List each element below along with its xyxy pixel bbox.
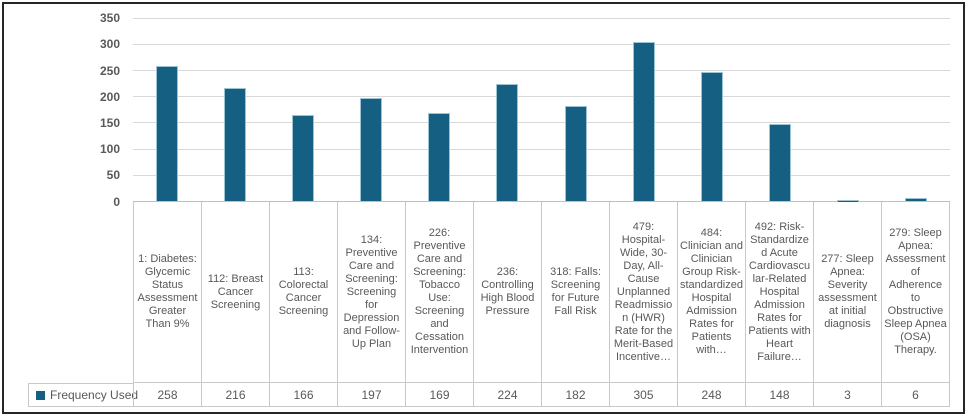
y-axis-tick-label: 250 (99, 63, 120, 78)
x-axis-line (133, 201, 950, 202)
value-cell: 3 (813, 383, 881, 406)
category-label: 492: Risk-Standardized Acute Cardiovascu… (748, 220, 811, 363)
category-cell: 236: Controlling High Blood Pressure (473, 202, 541, 382)
value-cell: 258 (133, 383, 201, 406)
category-cell: 492: Risk-Standardized Acute Cardiovascu… (745, 202, 813, 382)
category-label: 113: Colorectal Cancer Screening (278, 266, 329, 317)
value-cell: 166 (269, 383, 337, 406)
category-label: 318: Falls: Screening for Future Fall Ri… (550, 266, 601, 317)
gridline (133, 70, 950, 72)
value-cell: 224 (473, 383, 541, 406)
bar[interactable] (360, 98, 383, 202)
bar[interactable] (632, 41, 655, 202)
category-cell: 134: Preventive Care and Screening: Scre… (337, 202, 405, 382)
value-cell: 305 (609, 383, 677, 406)
category-label: 1: Diabetes: Glycemic Status Assessment … (137, 253, 198, 330)
bar[interactable] (224, 88, 247, 202)
category-label: 236: Controlling High Blood Pressure (480, 266, 535, 317)
category-label: 277: Sleep Apnea: Severity assessment at… (818, 253, 877, 330)
value-cell: 182 (541, 383, 609, 406)
y-axis-tick-label: 150 (99, 115, 120, 130)
bar[interactable] (292, 114, 315, 202)
bar[interactable] (904, 198, 927, 202)
legend-key-icon (36, 390, 45, 400)
value-cell: 169 (405, 383, 473, 406)
category-label: 134: Preventive Care and Screening: Scre… (343, 233, 400, 350)
gridline (133, 17, 950, 19)
category-label: 226: Preventive Care and Screening: Toba… (410, 227, 469, 356)
value-cell: 6 (881, 383, 949, 406)
category-cell: 479: Hospital-Wide, 30-Day, All-Cause Un… (609, 202, 677, 382)
y-axis-tick-label: 350 (99, 11, 120, 26)
gridline (133, 174, 950, 176)
category-cell: 113: Colorectal Cancer Screening (269, 202, 337, 382)
category-cell: 277: Sleep Apnea: Severity assessment at… (813, 202, 881, 382)
category-cell: 1: Diabetes: Glycemic Status Assessment … (133, 202, 201, 382)
category-cell: 279: Sleep Apnea: Assessment of Adherenc… (881, 202, 949, 382)
category-cell: 318: Falls: Screening for Future Fall Ri… (541, 202, 609, 382)
data-table-value-row: 258 216 166 197 169 224 182 305 248 148 3 6 (133, 383, 950, 407)
value-cell: 197 (337, 383, 405, 406)
category-cell: 112: Breast Cancer Screening (201, 202, 269, 382)
y-axis-tick-label: 50 (106, 168, 120, 183)
y-axis-tick-label: 100 (99, 142, 120, 157)
y-axis-tick-label: 300 (99, 37, 120, 52)
value-cell: 216 (201, 383, 269, 406)
category-label: 279: Sleep Apnea: Assessment of Adherenc… (884, 227, 947, 356)
bar[interactable] (428, 113, 451, 202)
bar[interactable] (564, 106, 587, 202)
value-cell: 148 (745, 383, 813, 406)
category-label: 112: Breast Cancer Screening (207, 272, 264, 311)
gridline (133, 43, 950, 45)
y-axis-tick-label: 200 (99, 89, 120, 104)
bar[interactable] (496, 84, 519, 202)
bar[interactable] (836, 199, 859, 202)
data-table-category-row: 1: Diabetes: Glycemic Status Assessment … (133, 202, 950, 383)
category-cell: 484: Clinician and Clinician Group Risk-… (677, 202, 745, 382)
bar[interactable] (700, 71, 723, 202)
y-axis-tick-label: 0 (113, 194, 120, 209)
category-label: 479: Hospital-Wide, 30-Day, All-Cause Un… (613, 220, 674, 363)
gridline (133, 122, 950, 124)
value-cell: 248 (677, 383, 745, 406)
legend-label: Frequency Used (50, 388, 139, 402)
gridline (133, 96, 950, 98)
bar[interactable] (768, 124, 791, 202)
category-label: 484: Clinician and Clinician Group Risk-… (680, 227, 743, 356)
legend-cell: Frequency Used (28, 383, 138, 407)
gridline (133, 148, 950, 150)
bar[interactable] (156, 66, 179, 202)
category-cell: 226: Preventive Care and Screening: Toba… (405, 202, 473, 382)
